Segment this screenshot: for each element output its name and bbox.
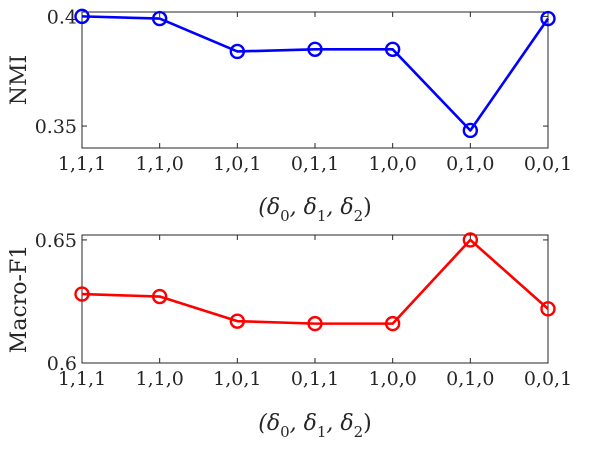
bottom-x-axis-label-part: 1: [317, 423, 327, 441]
bottom-data-point: [540, 301, 556, 317]
bottom-series-line: [81, 238, 549, 325]
bottom-data-point: [151, 288, 168, 305]
top-x-axis-label-part: ): [363, 195, 372, 220]
bottom-x-tick-label: 0,1,1: [291, 368, 339, 390]
top-x-tick-label: 0,1,1: [291, 153, 339, 175]
top-data-point: [307, 41, 323, 57]
bottom-x-tick-label: 1,0,0: [368, 368, 416, 390]
bottom-x-axis-label-part: (δ: [258, 411, 280, 436]
top-data-point: [151, 10, 168, 27]
top-x-axis-label: (δ0, δ1, δ2): [258, 195, 372, 225]
bottom-data-point: [384, 315, 401, 332]
top-y-axis-label: NMI: [7, 55, 32, 105]
bottom-data-point: [74, 286, 90, 302]
bottom-data-point: [229, 313, 246, 329]
top-data-point: [229, 43, 246, 60]
bottom-x-axis-label-part: ): [363, 411, 372, 436]
top-x-tick-label: 1,1,1: [58, 153, 106, 175]
top-x-tick-label: 1,0,0: [368, 153, 416, 175]
bottom-x-axis-label-part: 0: [280, 423, 290, 441]
top-data-point: [74, 8, 90, 25]
top-series-line: [81, 15, 550, 132]
bottom-y-tick-label: 0.6: [47, 353, 77, 375]
top-data-point: [462, 122, 479, 139]
top-x-axis-label-part: 0: [280, 207, 290, 225]
bottom-x-axis-label: (δ0, δ1, δ2): [258, 411, 372, 441]
bottom-y-tick-label: 0.65: [35, 230, 77, 252]
top-x-tick-label: 0,1,0: [446, 153, 494, 175]
top-x-axis-label-part: 2: [354, 207, 364, 225]
top-x-tick-label: 1,1,0: [135, 153, 183, 175]
bottom-axes-frame: [81, 234, 549, 364]
bottom-x-tick-label: 0,1,0: [446, 368, 494, 390]
top-x-tick-label: 1,0,1: [213, 153, 261, 175]
top-panel: 1,1,1 1,1,0 1,0,1 0,1,1 1,0,0 0,1,0 0,0,1 0.35 0…: [7, 6, 572, 225]
bottom-panel: 1,1,1 1,1,0 1,0,1 0,1,1 1,0,0 0,1,0 0,0,1 0.6 0.…: [7, 230, 572, 441]
top-x-axis-label-part: , δ: [326, 195, 353, 220]
bottom-x-axis-label-part: , δ: [290, 411, 317, 436]
top-x-axis-label-part: 1: [317, 207, 327, 225]
top-y-tick-label: 0.4: [47, 6, 77, 28]
top-x-tick-label: 0,0,1: [524, 153, 572, 175]
top-y-tick-label: 0.35: [35, 116, 77, 138]
bottom-x-axis-label-part: 2: [354, 423, 364, 441]
bottom-data-point: [462, 232, 479, 248]
top-data-point: [540, 10, 556, 27]
bottom-x-tick-label: 1,0,1: [213, 368, 261, 390]
bottom-x-tick-label: 1,1,0: [135, 368, 183, 390]
bottom-x-tick-label: 1,1,1: [58, 368, 106, 390]
top-x-axis-label-part: , δ: [290, 195, 317, 220]
top-axes-frame: [81, 11, 549, 149]
bottom-x-axis-label-part: , δ: [326, 411, 353, 436]
top-data-point: [384, 41, 401, 57]
top-x-axis-label-part: (δ: [258, 195, 280, 220]
bottom-x-tick-label: 0,0,1: [524, 368, 572, 390]
bottom-data-point: [307, 315, 323, 332]
bottom-y-axis-label: Macro-F1: [7, 245, 32, 353]
